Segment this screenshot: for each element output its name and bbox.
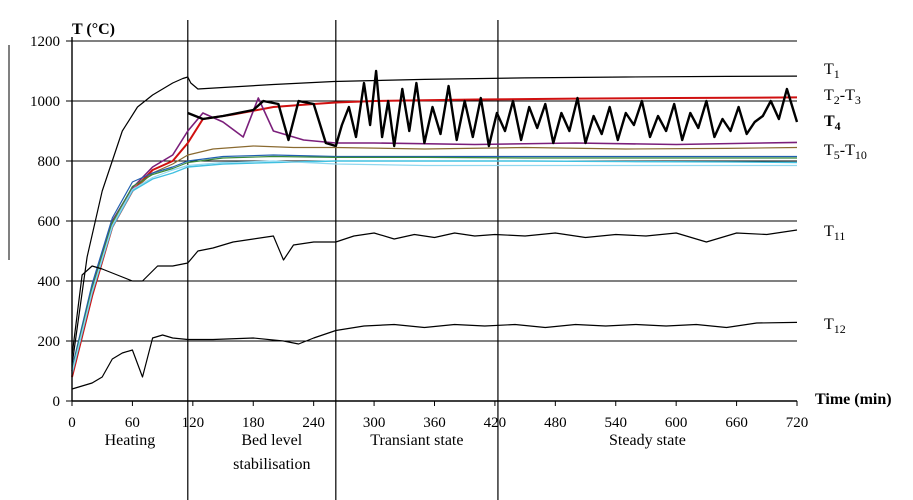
y-tick-label: 0 <box>53 394 61 410</box>
phase-label-line2: stabilisation <box>233 456 310 473</box>
y-tick-label: 800 <box>38 154 61 170</box>
axis-layer: 0 200 400 600 800 1000 1200 0 60 120 180 240 300 360 4… <box>8 34 809 431</box>
x-tick-label: 360 <box>423 415 446 431</box>
series-labels: T1 T2-T3 T4 T5-T10 T11 T12 <box>824 61 867 336</box>
x-tick-label: 180 <box>242 415 265 431</box>
series-label-t11: T11 <box>824 223 845 243</box>
y-tick-label: 400 <box>38 274 61 290</box>
x-tick-label: 600 <box>665 415 688 431</box>
y-axis-title: T (°C) <box>72 21 115 38</box>
grid-layer <box>66 40 797 402</box>
series-layer <box>71 69 799 390</box>
x-tick-label: 60 <box>125 415 140 431</box>
series-line-t4 <box>187 69 799 148</box>
series-line-t6 <box>71 145 798 372</box>
x-axis-title: Time (min) <box>815 391 892 408</box>
x-tick-label: 0 <box>68 415 76 431</box>
x-tick-label: 420 <box>484 415 507 431</box>
phase-labels: Heating Bed level stabilisation Transiant s… <box>105 432 686 473</box>
series-label-t5t10: T5-T10 <box>824 142 867 162</box>
x-tick-label: 720 <box>786 415 809 431</box>
x-tick-label: 540 <box>605 415 628 431</box>
y-tick-label: 1200 <box>30 34 60 50</box>
series-line-t9 <box>71 155 797 372</box>
series-line-t1 <box>71 75 798 366</box>
x-tick-label: 240 <box>302 415 325 431</box>
x-tick-label: 480 <box>544 415 567 431</box>
x-tick-label: 660 <box>725 415 748 431</box>
series-line-t7 <box>71 154 797 369</box>
series-line-t5 <box>71 97 798 372</box>
series-line-t10 <box>71 160 797 373</box>
series-label-t4: T4 <box>824 113 841 133</box>
y-tick-label: 1000 <box>30 94 60 110</box>
phase-label: Heating <box>105 432 156 449</box>
x-tick-label: 120 <box>182 415 205 431</box>
phase-label: Bed level <box>241 432 302 449</box>
y-tick-label: 200 <box>38 334 61 350</box>
series-line-t11 <box>71 229 798 357</box>
phase-label: Steady state <box>609 432 686 449</box>
phase-label: Transiant state <box>370 432 463 449</box>
series-label-t2t3: T2-T3 <box>824 87 861 107</box>
series-line-t8 <box>71 160 798 375</box>
phase-boundaries <box>187 20 499 500</box>
series-label-t12: T12 <box>824 316 846 336</box>
series-line-t12 <box>71 321 798 390</box>
x-tick-label: 300 <box>363 415 386 431</box>
y-tick-label: 600 <box>38 214 61 230</box>
series-label-t1: T1 <box>824 61 840 81</box>
